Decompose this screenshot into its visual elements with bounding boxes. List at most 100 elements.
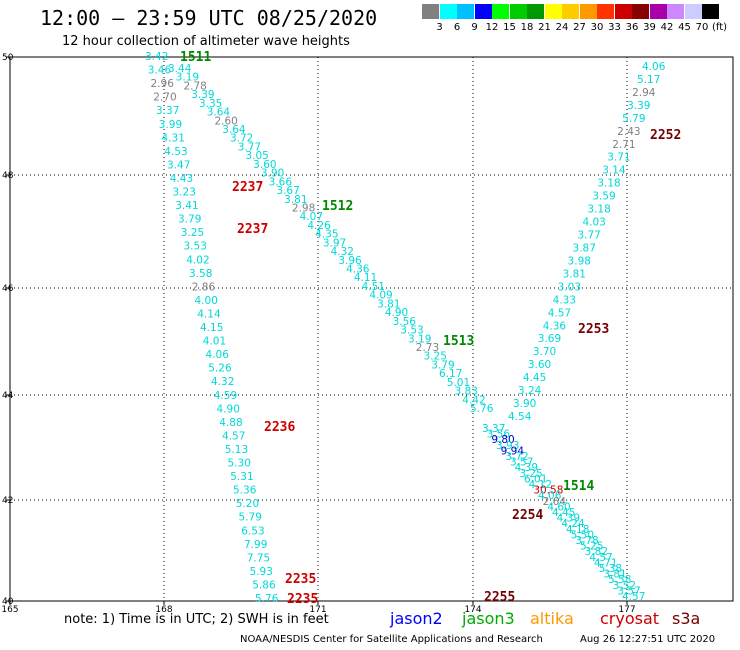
swh-reading: 4.24: [561, 518, 585, 530]
legend-swatch: [492, 4, 509, 19]
swh-reading: 5.20: [236, 498, 259, 510]
swh-reading: 3.78: [575, 535, 598, 547]
swh-reading: 5.17: [637, 74, 660, 86]
swh-reading: 4.26: [307, 220, 331, 232]
swh-reading: 4.32: [211, 376, 234, 388]
swh-reading: 3.82: [585, 546, 608, 558]
swh-reading: 5.38: [599, 563, 622, 575]
color-scale-legend: 3 6 9 12 15 18 21 24 27 30 33 36 39 42 45 70 (ft): [422, 4, 738, 38]
swh-reading: 4.45: [523, 372, 546, 384]
swh-reading: 3.60: [253, 159, 276, 171]
legend-label: 27: [573, 22, 586, 33]
legend-label: 30: [590, 22, 604, 33]
swh-reading: 3.72: [505, 451, 528, 463]
swh-reading: 3.18: [597, 178, 620, 190]
legend-label: 39: [643, 22, 656, 33]
legend-swatch: [527, 4, 544, 19]
swh-reading: 3.25: [424, 351, 447, 363]
track-label: 1514: [563, 479, 594, 494]
satellite-jason2: jason2: [390, 609, 443, 628]
swh-reading: 3.64: [207, 107, 231, 119]
swh-reading: 6.53: [241, 525, 264, 537]
swh-reading: 5.36: [233, 485, 257, 497]
lon-label: 174: [464, 605, 481, 615]
swh-reading: 3.23: [173, 187, 196, 199]
swh-reading: 6.01: [524, 473, 547, 485]
swh-reading: 4.03: [582, 217, 605, 229]
swh-reading: 5.76: [255, 593, 279, 605]
swh-reading: 3.41: [175, 200, 198, 212]
track-label: 1511: [180, 50, 211, 65]
swh-reading: 3.39: [627, 100, 650, 112]
swh-reading: 3.46: [148, 65, 172, 77]
swh-reading: 4.36: [346, 264, 370, 276]
legend-swatch: [702, 4, 719, 19]
swh-reading: 3.52: [613, 580, 636, 592]
swh-reading: 2.64: [543, 496, 567, 508]
swh-reading: 4.18: [566, 524, 589, 536]
swh-reading: 4.39: [515, 462, 538, 474]
swh-reading: 3.39: [191, 89, 214, 101]
swh-reading: 3.25: [181, 227, 204, 239]
lat-label: 42: [2, 496, 13, 506]
lon-label: 177: [618, 605, 635, 615]
track-label: 2253: [578, 322, 609, 337]
swh-reading: 3.37: [482, 423, 505, 435]
swh-reading: 4.01: [203, 336, 226, 348]
track-label: 2255: [484, 590, 515, 605]
swh-reading: 4.02: [186, 254, 209, 266]
swh-reading: 3.57: [510, 457, 533, 469]
swh-reading: 4.43: [170, 173, 193, 185]
legend-label: 33: [608, 22, 621, 33]
lon-label: 168: [155, 605, 172, 615]
track-label: 2235: [287, 592, 318, 607]
swh-reading: 4.11: [354, 272, 377, 284]
swh-reading: 3.77: [577, 230, 600, 242]
legend-swatch: [597, 4, 614, 19]
swh-reading: 3.60: [528, 359, 551, 371]
legend-label: 70: [695, 22, 709, 33]
swh-reading: 5.79: [239, 512, 262, 524]
swh-reading: 3.59: [592, 191, 615, 203]
swh-reading: 3.24: [518, 385, 542, 397]
swh-reading: 3.93: [496, 440, 519, 452]
swh-reading: 3.35: [199, 98, 222, 110]
swh-readings: 3.423.462.962.703.373.994.314.533.474.43…: [145, 51, 666, 605]
swh-reading: 5.93: [250, 566, 273, 578]
credit-line: NOAA/NESDIS Center for Satellite Applica…: [240, 634, 543, 645]
legend-label: 3: [436, 22, 443, 33]
lat-label: 50: [2, 53, 14, 63]
swh-reading: 3.69: [538, 333, 561, 345]
swh-reading: 3.97: [323, 237, 346, 249]
swh-reading: 4.00: [195, 295, 218, 307]
swh-reading: 2.70: [153, 92, 176, 104]
satellite-s3a: s3a: [672, 609, 701, 628]
legend-label: 24: [555, 22, 569, 33]
swh-reading: 4.12: [529, 479, 552, 491]
swh-reading: 3.90: [513, 398, 536, 410]
swh-reading: 4.71: [594, 557, 617, 569]
swh-reading: 5.76: [470, 403, 494, 415]
swh-reading: 3.81: [284, 194, 307, 206]
track-label: 2254: [512, 508, 543, 523]
swh-reading: 4.36: [543, 320, 567, 332]
swh-reading: 4.39: [557, 513, 580, 525]
generation-timestamp: Aug 26 12:27:51 UTC 2020: [580, 634, 716, 645]
satellite-cryosat: cryosat: [600, 609, 660, 628]
swh-reading: 4.31: [162, 132, 185, 144]
swh-reading: 3.44: [168, 63, 192, 75]
legend-swatch: [562, 4, 579, 19]
swh-reading: 3.96: [338, 255, 362, 267]
swh-reading: 3.71: [607, 152, 630, 164]
legend-swatch: [439, 4, 457, 19]
swh-reading: 7.99: [244, 539, 267, 551]
swh-reading: 5.13: [225, 444, 248, 456]
swh-reading: 4.32: [331, 246, 354, 258]
swh-reading: 3.53: [184, 241, 207, 253]
swh-reading: 4.06: [538, 490, 562, 502]
swh-reading: 5.30: [228, 458, 251, 470]
swh-reading: 3.47: [167, 159, 190, 171]
swh-reading: 3.56: [487, 429, 511, 441]
swh-reading: 4.57: [622, 591, 645, 603]
